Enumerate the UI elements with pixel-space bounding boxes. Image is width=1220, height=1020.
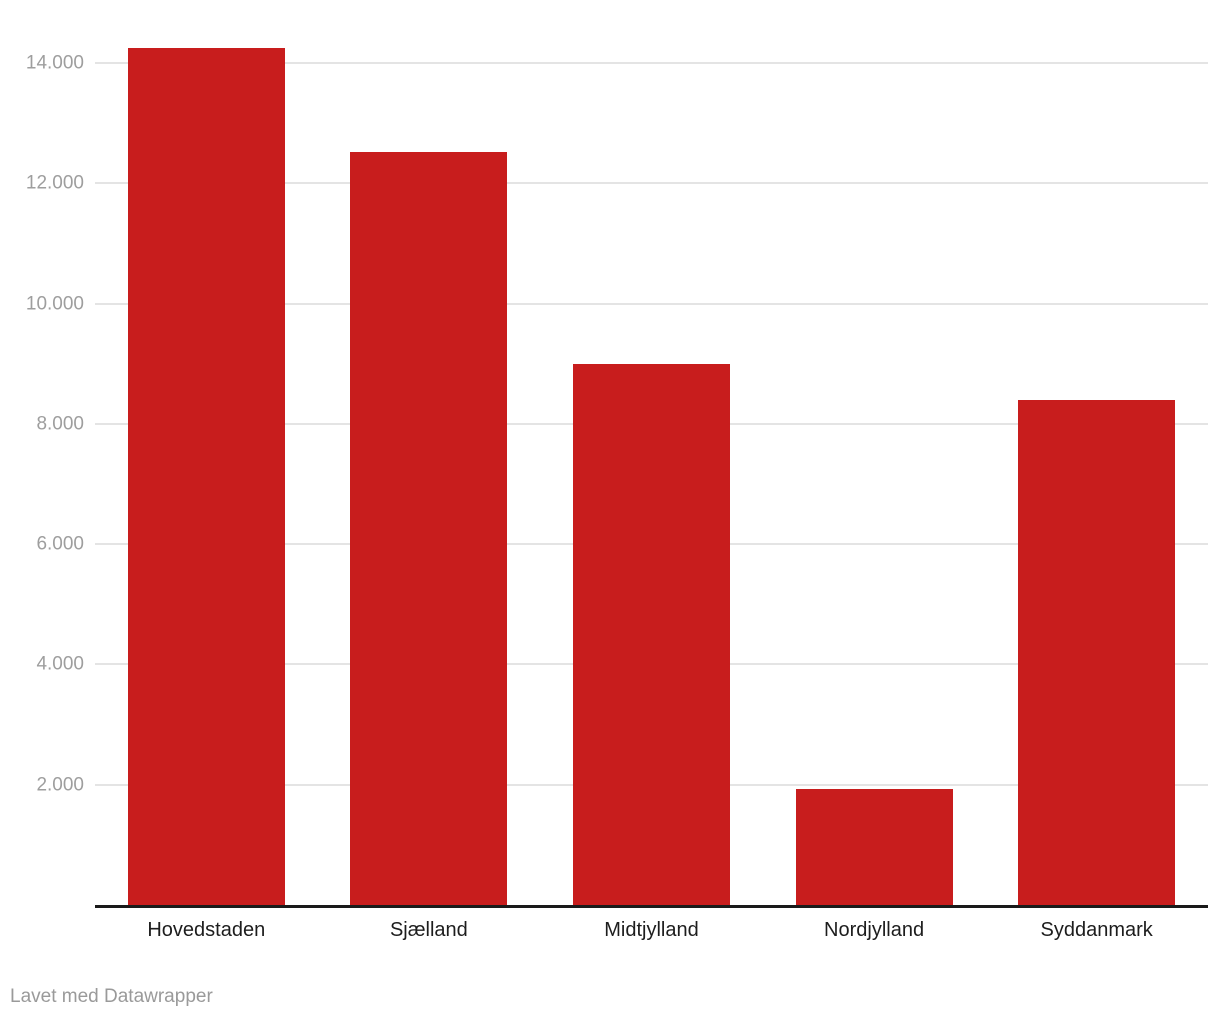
- x-axis-label-syddanmark: Syddanmark: [1040, 919, 1153, 941]
- y-axis-tick-label: 6.000: [36, 533, 84, 555]
- y-axis-tick-label: 12.000: [25, 172, 84, 194]
- plot-area: [95, 48, 1208, 905]
- bar-sjælland: [350, 152, 508, 905]
- bar-band-midtjylland: [540, 48, 763, 905]
- bars-layer: [95, 48, 1208, 905]
- bar-hovedstaden: [127, 48, 285, 905]
- bar-band-sjælland: [318, 48, 541, 905]
- bar-midtjylland: [572, 363, 730, 905]
- gridline-12000: [95, 182, 1208, 185]
- y-axis: 2.000 4.000 6.000 8.000 10.000 12.000 14.000: [0, 48, 84, 905]
- y-axis-tick-label: 4.000: [36, 653, 84, 675]
- x-axis-label-sjælland: Sjælland: [389, 919, 468, 941]
- footer-credit: Lavet med Datawrapper: [10, 986, 213, 1007]
- y-axis-tick-label: 8.000: [36, 413, 84, 435]
- x-axis-label-midtjylland: Midtjylland: [604, 919, 699, 941]
- bar-band-hovedstaden: [95, 48, 318, 905]
- x-axis: Hovedstaden Sjælland Midtjylland Nordjyllan…: [95, 917, 1208, 943]
- x-axis-label-hovedstaden: Hovedstaden: [147, 919, 266, 941]
- gridline-14000: [95, 62, 1208, 65]
- bar-band-nordjylland: [763, 48, 986, 905]
- gridline-10000: [95, 302, 1208, 305]
- bar-band-syddanmark: [985, 48, 1208, 905]
- y-axis-tick-label: 10.000: [25, 293, 84, 315]
- bar-syddanmark: [1018, 399, 1176, 905]
- y-axis-tick-label: 14.000: [25, 52, 84, 74]
- x-axis-label-nordjylland: Nordjylland: [824, 919, 925, 941]
- bar-nordjylland: [795, 788, 953, 905]
- y-axis-tick-label: 2.000: [36, 774, 84, 796]
- x-axis-line: [95, 905, 1208, 908]
